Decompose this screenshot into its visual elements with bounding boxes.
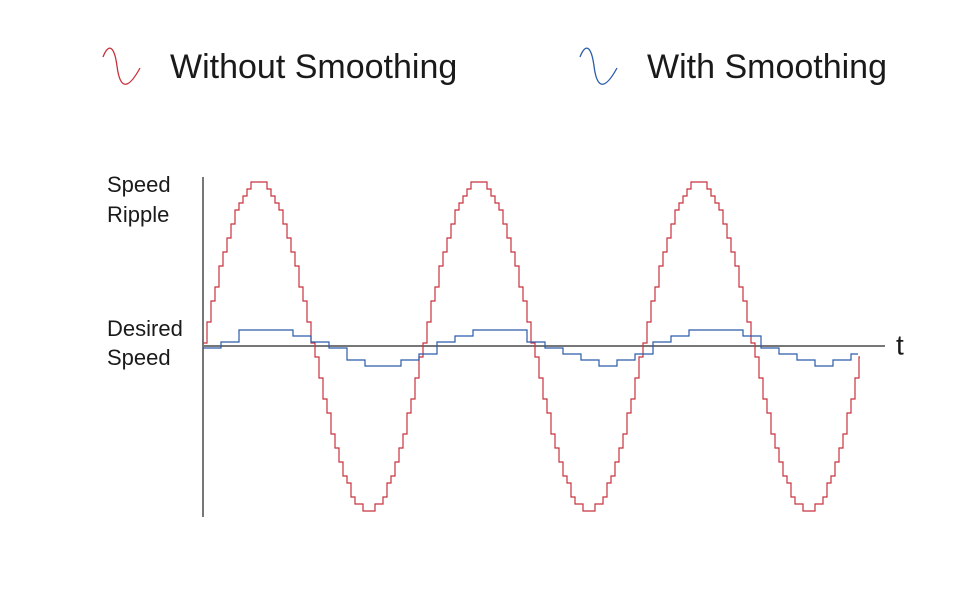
axis-label: Speed	[107, 345, 171, 370]
axis-label: Desired	[107, 316, 183, 341]
axis-label: t	[896, 329, 904, 360]
legend-icon-blue	[579, 47, 618, 85]
wave-with-smoothing	[203, 329, 858, 367]
legend-label: With Smoothing	[647, 48, 887, 86]
axis-label: Speed	[107, 172, 171, 197]
legend-icon-red	[102, 47, 141, 85]
legend-label: Without Smoothing	[170, 48, 457, 86]
axis-label: Ripple	[107, 202, 169, 227]
